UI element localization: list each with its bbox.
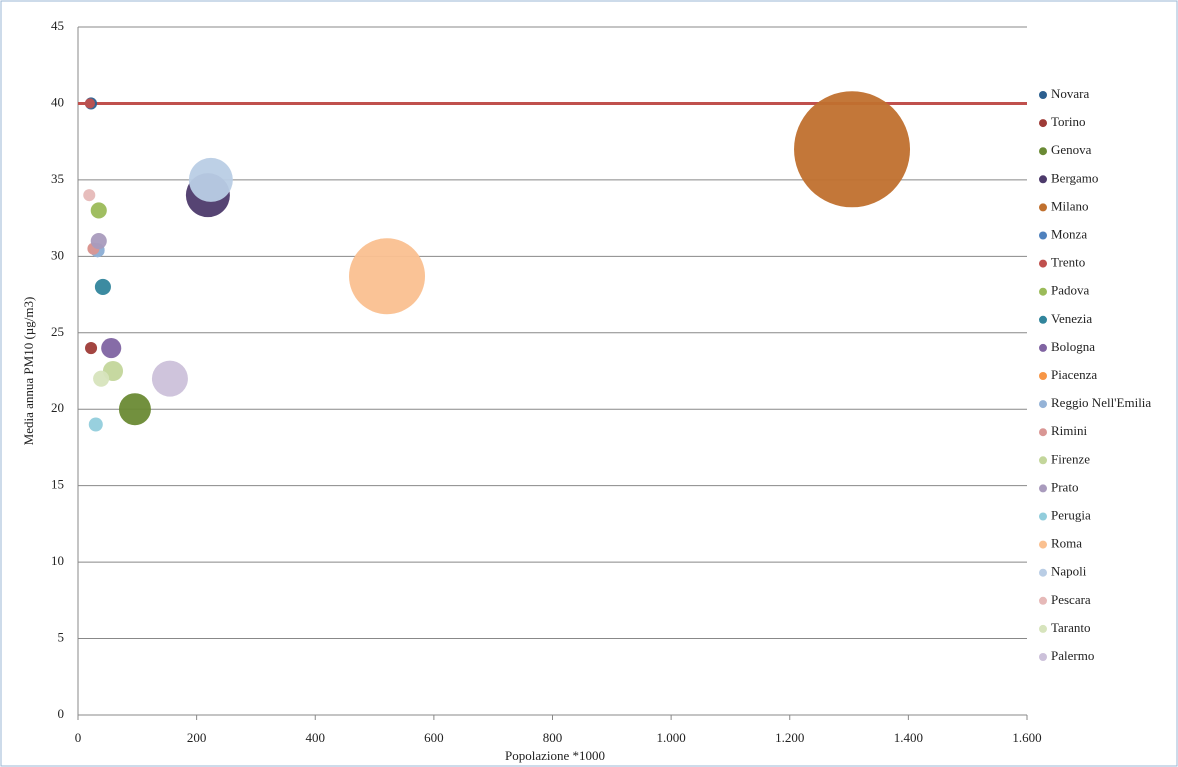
legend-label: Perugia bbox=[1051, 507, 1091, 522]
legend-label: Pescara bbox=[1051, 592, 1091, 607]
y-tick-label: 45 bbox=[51, 18, 64, 33]
bubble bbox=[90, 233, 107, 250]
legend-swatch bbox=[1039, 456, 1047, 465]
legend-swatch bbox=[1039, 540, 1047, 549]
bubble bbox=[188, 157, 233, 202]
legend-swatch bbox=[1039, 231, 1047, 240]
legend-swatch bbox=[1039, 400, 1047, 409]
legend-label: Torino bbox=[1051, 114, 1085, 129]
bubble bbox=[88, 417, 103, 432]
legend-swatch bbox=[1039, 624, 1047, 633]
legend-swatch bbox=[1039, 428, 1047, 437]
legend-label: Novara bbox=[1051, 86, 1089, 101]
bubble bbox=[349, 238, 426, 315]
legend-swatch bbox=[1039, 484, 1047, 493]
legend-label: Bergamo bbox=[1051, 170, 1098, 185]
x-tick-label: 400 bbox=[306, 730, 326, 745]
y-tick-label: 15 bbox=[51, 477, 64, 492]
x-tick-label: 200 bbox=[187, 730, 207, 745]
legend-label: Rimini bbox=[1051, 423, 1088, 438]
x-tick-label: 1.400 bbox=[894, 730, 923, 745]
legend-swatch bbox=[1039, 259, 1047, 268]
legend-label: Venezia bbox=[1051, 311, 1092, 326]
bubble bbox=[90, 202, 107, 219]
legend-label: Roma bbox=[1051, 536, 1082, 551]
legend-swatch bbox=[1039, 203, 1047, 212]
legend-label: Napoli bbox=[1051, 564, 1087, 579]
legend-swatch bbox=[1039, 175, 1047, 184]
x-tick-label: 800 bbox=[543, 730, 563, 745]
legend-swatch bbox=[1039, 596, 1047, 605]
legend-label: Genova bbox=[1051, 142, 1092, 157]
legend-label: Prato bbox=[1051, 479, 1078, 494]
y-tick-label: 35 bbox=[51, 171, 64, 186]
legend-label: Firenze bbox=[1051, 451, 1090, 466]
y-tick-label: 40 bbox=[51, 94, 64, 109]
legend-swatch bbox=[1039, 372, 1047, 380]
y-tick-label: 25 bbox=[51, 324, 64, 339]
x-tick-label: 1.200 bbox=[775, 730, 804, 745]
y-tick-label: 5 bbox=[58, 630, 65, 645]
x-axis-title: Popolazione *1000 bbox=[505, 748, 605, 763]
y-axis-title: Media annua PM10 (µg/m3) bbox=[21, 297, 36, 446]
legend-label: Padova bbox=[1051, 283, 1090, 298]
legend-swatch bbox=[1039, 91, 1047, 99]
bubble bbox=[85, 342, 98, 355]
x-tick-label: 600 bbox=[424, 730, 444, 745]
legend-label: Trento bbox=[1051, 255, 1085, 270]
legend-swatch bbox=[1039, 512, 1047, 521]
bubble bbox=[101, 338, 122, 359]
legend-swatch bbox=[1039, 287, 1047, 296]
y-tick-label: 30 bbox=[51, 247, 64, 262]
bubble bbox=[93, 370, 110, 387]
y-tick-label: 0 bbox=[58, 706, 65, 721]
legend-label: Piacenza bbox=[1051, 367, 1097, 382]
legend-swatch bbox=[1039, 653, 1047, 661]
bubble bbox=[118, 393, 151, 426]
legend-swatch bbox=[1039, 568, 1047, 577]
legend-label: Taranto bbox=[1051, 620, 1091, 635]
legend-label: Bologna bbox=[1051, 339, 1095, 354]
x-tick-label: 1.000 bbox=[657, 730, 686, 745]
legend-label: Monza bbox=[1051, 226, 1087, 241]
y-tick-label: 20 bbox=[51, 400, 64, 415]
legend-swatch bbox=[1039, 315, 1047, 324]
bubble bbox=[151, 360, 188, 397]
legend-swatch bbox=[1039, 147, 1047, 156]
y-tick-label: 10 bbox=[51, 553, 64, 568]
legend-swatch bbox=[1039, 119, 1047, 128]
x-tick-label: 0 bbox=[75, 730, 82, 745]
legend-label: Palermo bbox=[1051, 648, 1094, 663]
legend-swatch bbox=[1039, 343, 1047, 352]
bubble bbox=[794, 91, 911, 208]
bubble bbox=[94, 278, 111, 295]
legend-label: Reggio Nell'Emilia bbox=[1051, 395, 1151, 410]
x-tick-label: 1.600 bbox=[1012, 730, 1041, 745]
bubble bbox=[83, 189, 96, 202]
bubble bbox=[84, 98, 95, 109]
legend-label: Milano bbox=[1051, 198, 1089, 213]
